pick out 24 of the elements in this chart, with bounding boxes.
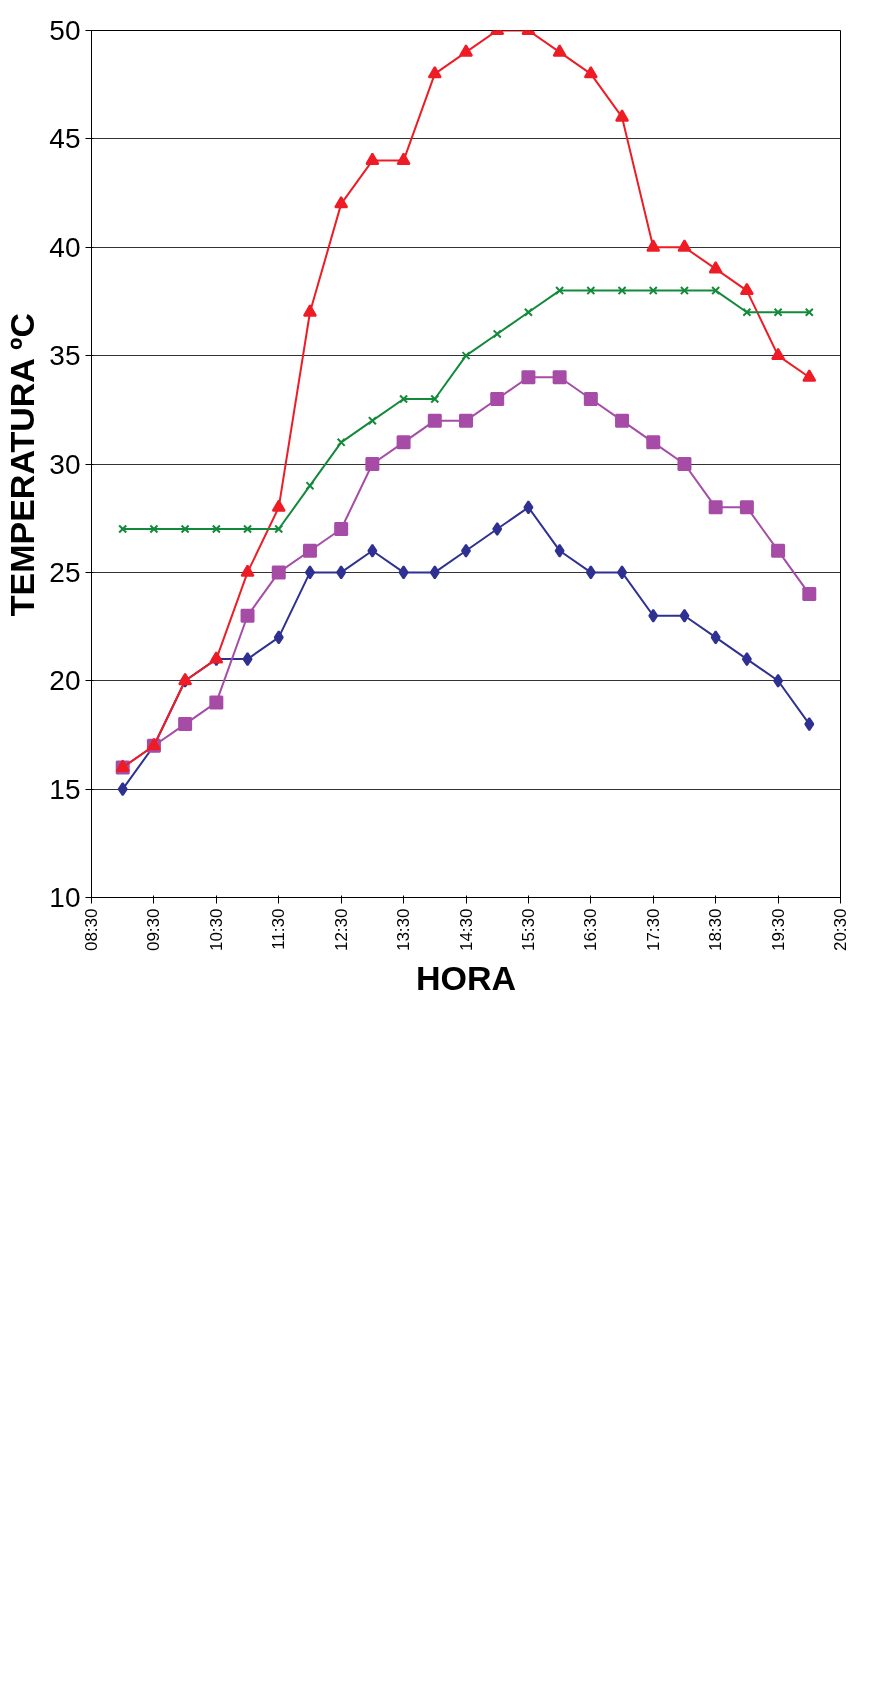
x-tick-label: 17:30 <box>643 908 663 952</box>
y-tick-label: 40 <box>49 231 81 263</box>
x-tick-label: 16:30 <box>581 908 601 952</box>
x-tick-label: 12:30 <box>331 908 351 952</box>
x-tick-label: 13:30 <box>394 908 414 952</box>
y-tick-label: 10 <box>49 882 81 913</box>
x-tick-label: 08:30 <box>82 908 101 952</box>
x-tick-label: 10:30 <box>206 908 226 952</box>
x-tick-label: 20:30 <box>831 908 850 952</box>
x-tick-label: 18:30 <box>706 908 726 952</box>
y-tick-label: 30 <box>49 448 81 480</box>
x-tick-label: 19:30 <box>768 908 788 952</box>
x-axis-title: HORA <box>415 959 517 998</box>
x-tick-label: 15:30 <box>518 908 538 952</box>
x-tick-label: 09:30 <box>144 908 164 952</box>
y-tick-label: 35 <box>49 340 81 372</box>
y-tick-label: 15 <box>49 773 81 805</box>
y-tick-label: 25 <box>49 556 81 588</box>
y-axis-title: TEMPERATURA ºC <box>3 312 42 617</box>
y-tick-label: 50 <box>49 15 81 46</box>
x-tick-label: 14:30 <box>456 908 476 952</box>
y-tick-label: 45 <box>49 123 81 155</box>
y-tick-label: 20 <box>49 665 81 697</box>
x-tick-label: 11:30 <box>269 908 289 950</box>
